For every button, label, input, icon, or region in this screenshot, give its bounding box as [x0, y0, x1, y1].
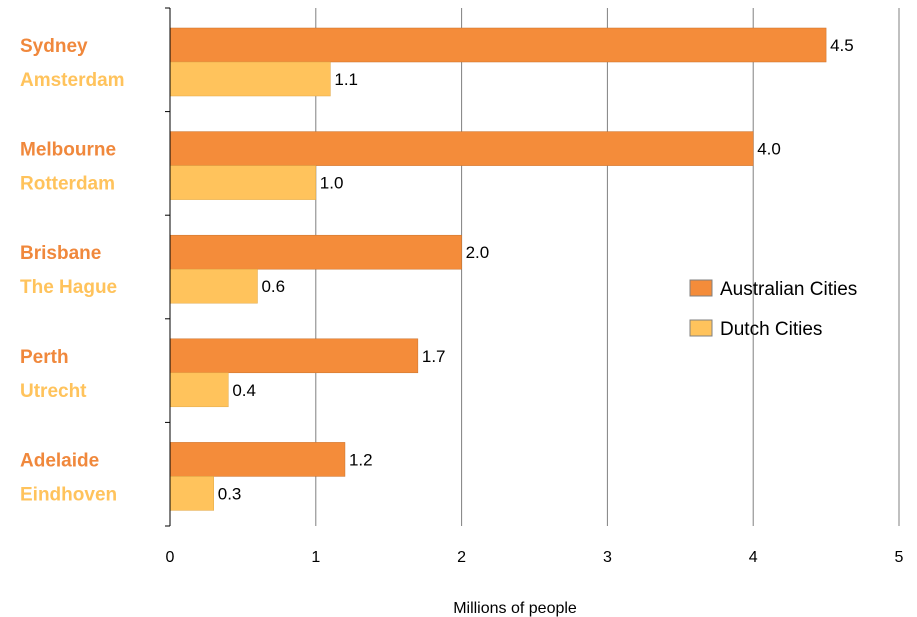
x-tick-label: 1	[311, 549, 320, 566]
category-label-australian: Perth	[20, 347, 69, 368]
legend: Australian Cities Dutch Cities	[689, 279, 857, 340]
bar-dutch	[169, 268, 258, 304]
x-tick-label: 5	[895, 549, 904, 566]
category-label-dutch: Utrecht	[20, 381, 87, 402]
bar-australian	[169, 131, 754, 166]
data-label-dutch: 1.0	[320, 174, 344, 193]
category-label-dutch: Eindhoven	[20, 484, 117, 505]
data-label-australian: 1.7	[422, 347, 446, 366]
data-label-australian: 1.2	[349, 450, 373, 469]
data-label-australian: 4.0	[757, 140, 781, 159]
legend-swatch-dutch	[689, 319, 713, 337]
x-tick-label: 0	[166, 549, 175, 566]
legend-label-dutch: Dutch Cities	[720, 319, 822, 340]
x-tick-label: 3	[603, 549, 612, 566]
category-label-australian: Sydney	[20, 36, 88, 57]
category-label-dutch: Rotterdam	[20, 174, 115, 195]
bar-dutch	[169, 372, 229, 408]
bar-dutch	[169, 476, 214, 511]
bar-australian	[169, 442, 346, 477]
bars: 4.5 1.1 4.0 1.0 2.0 0.6 1.7 0.4 1.2 0.3	[169, 27, 854, 511]
x-tick-label: 4	[749, 549, 758, 566]
data-label-dutch: 0.6	[261, 277, 285, 296]
category-label-australian: Brisbane	[20, 243, 101, 264]
grid-lines	[315, 8, 900, 526]
data-label-dutch: 0.4	[232, 381, 256, 400]
bar-australian	[169, 338, 419, 374]
bar-dutch	[169, 61, 331, 97]
data-label-australian: 4.5	[830, 36, 854, 55]
data-label-australian: 2.0	[466, 243, 490, 262]
bar-australian	[169, 234, 462, 270]
bar-australian	[169, 27, 827, 63]
category-label-dutch: Amsterdam	[20, 70, 125, 91]
data-label-dutch: 0.3	[218, 484, 242, 503]
category-label-australian: Adelaide	[20, 450, 99, 471]
x-axis-ticks: 0 1 2 3 4 5	[165, 7, 904, 566]
category-label-australian: Melbourne	[20, 140, 116, 161]
data-label-dutch: 1.1	[334, 70, 358, 89]
legend-label-australian: Australian Cities	[720, 279, 857, 300]
legend-swatch-australian	[689, 279, 713, 297]
category-label-dutch: The Hague	[20, 277, 117, 298]
x-tick-label: 2	[457, 549, 466, 566]
x-axis-title: Millions of people	[453, 600, 577, 617]
category-labels: Sydney Amsterdam Melbourne Rotterdam Brisban…	[20, 36, 125, 505]
bar-dutch	[169, 165, 317, 200]
